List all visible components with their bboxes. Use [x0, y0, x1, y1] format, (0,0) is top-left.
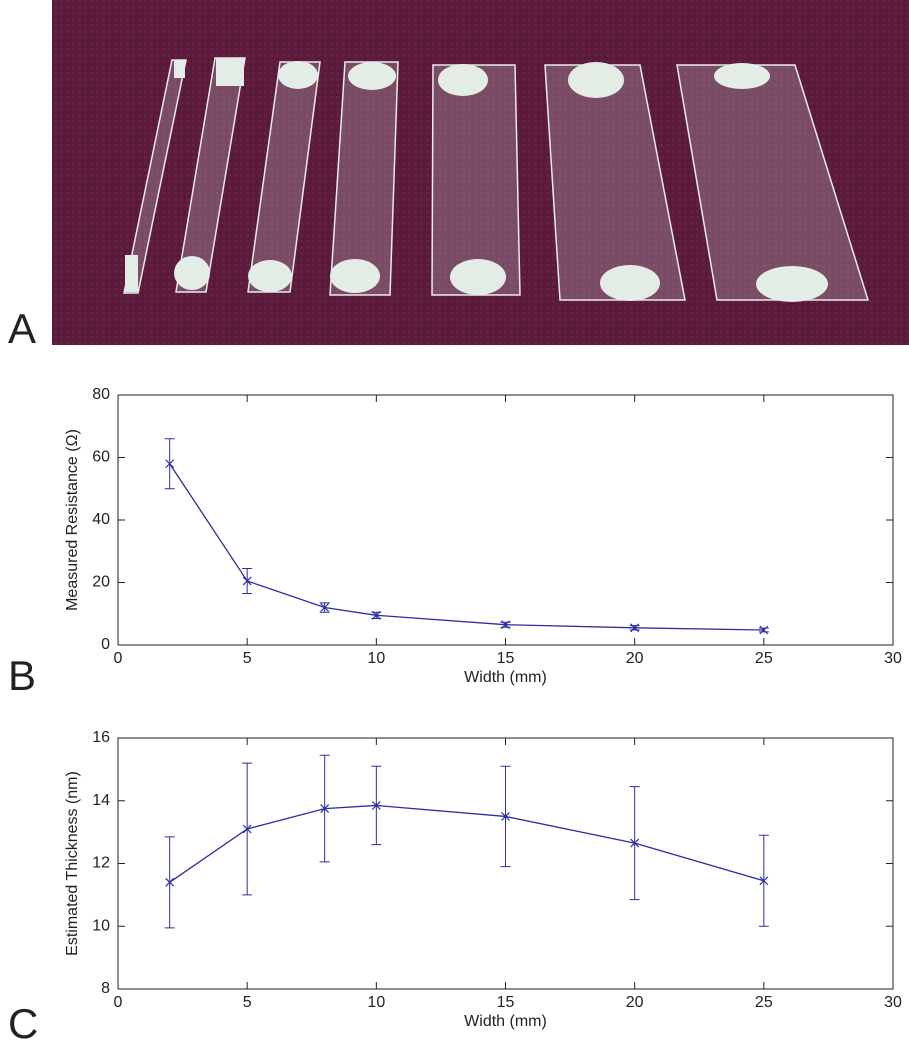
y-tick-label: 0: [101, 636, 110, 653]
x-tick-label: 10: [367, 650, 385, 667]
contact: [438, 64, 488, 96]
x-tick-label: 30: [884, 994, 902, 1011]
contact: [568, 62, 624, 98]
contact: [348, 62, 396, 90]
x-tick-label: 30: [884, 650, 902, 667]
y-tick-label: 8: [101, 980, 110, 997]
contact: [330, 259, 380, 293]
marker: [759, 625, 769, 635]
y-axis-label: Measured Resistance (Ω): [64, 429, 81, 611]
contact: [278, 61, 318, 89]
contact: [216, 58, 244, 86]
contact: [174, 60, 185, 78]
x-tick-label: 25: [755, 650, 773, 667]
marker: [320, 804, 330, 814]
data-line: [169, 804, 765, 883]
photo: [52, 0, 909, 345]
contact: [600, 265, 660, 301]
marker: [242, 576, 252, 586]
contact: [125, 255, 138, 292]
y-tick-label: 10: [92, 917, 110, 934]
marker: [759, 876, 769, 886]
marker: [165, 459, 175, 469]
data-line: [169, 463, 764, 631]
strip: [247, 61, 321, 293]
strip: [431, 64, 521, 296]
y-tick-label: 12: [92, 855, 110, 872]
contact: [756, 266, 828, 302]
panel-label: C: [8, 1000, 38, 1046]
y-tick-label: 40: [92, 511, 110, 528]
marker: [165, 877, 175, 887]
marker: [501, 620, 510, 630]
x-tick-label: 20: [626, 994, 644, 1011]
plot-area: [117, 394, 894, 646]
y-axis-label: Estimated Thickness (nm): [64, 771, 81, 956]
y-tick-label: 80: [92, 386, 110, 403]
x-axis-label: Width (mm): [464, 1013, 547, 1030]
marker: [501, 812, 510, 821]
contact: [174, 256, 210, 290]
strips: [123, 57, 870, 301]
x-tick-label: 0: [114, 994, 123, 1011]
y-tick-label: 60: [92, 449, 110, 466]
y-tick-label: 20: [92, 574, 110, 591]
y-tick-label: 14: [92, 792, 110, 809]
x-tick-label: 20: [626, 650, 644, 667]
panel-label: B: [8, 652, 36, 699]
marker: [371, 610, 381, 620]
x-tick-label: 5: [243, 994, 252, 1011]
x-tick-label: 15: [497, 994, 515, 1011]
y-tick-label: 16: [92, 729, 110, 746]
marker: [320, 603, 330, 612]
contacts: [125, 58, 828, 302]
contact: [450, 259, 506, 295]
x-axis-label: Width (mm): [464, 669, 547, 686]
x-tick-label: 15: [497, 650, 515, 667]
marker: [630, 623, 640, 633]
strip: [329, 61, 399, 296]
x-tick-label: 25: [755, 994, 773, 1011]
marker: [630, 838, 640, 848]
x-tick-label: 10: [367, 994, 385, 1011]
x-tick-label: 0: [114, 650, 123, 667]
marker: [371, 801, 381, 810]
x-tick-label: 5: [243, 650, 252, 667]
contact: [248, 260, 292, 292]
contact: [714, 63, 770, 89]
panel-label: A: [8, 305, 36, 352]
marker: [242, 824, 252, 834]
